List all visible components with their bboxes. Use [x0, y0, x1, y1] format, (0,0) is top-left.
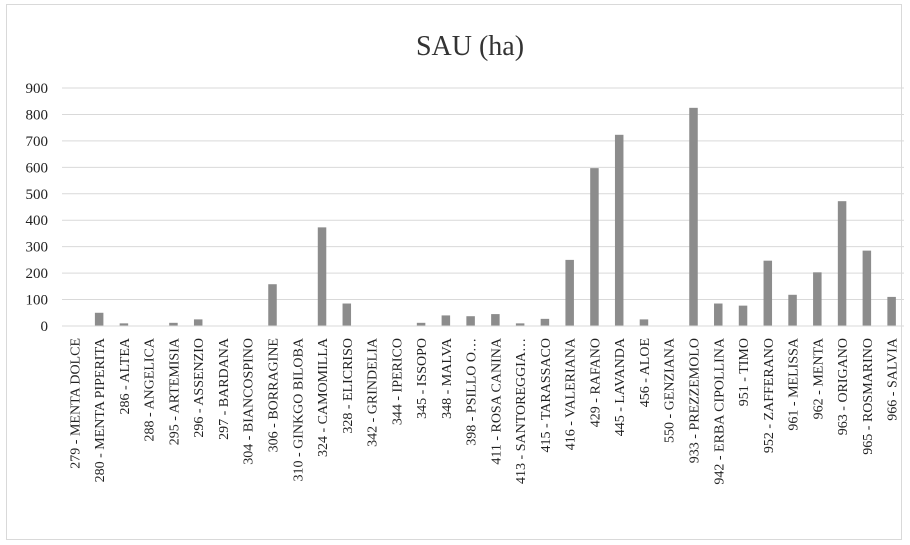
x-tick-label: 445 - LAVANDA — [613, 337, 628, 436]
y-tick-label: 100 — [26, 293, 49, 309]
x-tick-label: 280 - MENTA PIPERITA — [93, 337, 108, 482]
x-tick-label: 342 - GRINDELIA — [366, 337, 381, 447]
bar — [491, 314, 500, 326]
x-tick-label: 429 - RAFANO — [588, 338, 603, 427]
bar — [590, 168, 599, 326]
bar — [268, 284, 277, 326]
x-tick-label: 328 - ELICRISO — [341, 338, 356, 434]
y-tick-label: 500 — [26, 187, 49, 203]
y-axis-ticks: 0 100 200 300 400 500 600 700 800 900 — [26, 81, 49, 335]
bar — [837, 201, 847, 326]
y-tick-label: 300 — [26, 240, 49, 256]
x-tick-label: 966 - SALVIA — [886, 337, 901, 421]
bar — [689, 107, 698, 326]
chart-frame — [6, 4, 902, 540]
bar — [813, 272, 822, 326]
bar — [862, 250, 872, 326]
bar — [515, 323, 525, 326]
x-tick-label: 965 - ROSMARINO — [861, 338, 876, 455]
y-tick-label: 700 — [26, 134, 49, 150]
x-tick-label: 306 - BORRAGINE — [267, 338, 282, 452]
x-tick-label: 550 - GENZIANA — [663, 337, 678, 443]
y-tick-label: 900 — [26, 81, 49, 97]
bar — [193, 319, 203, 326]
y-tick-label: 200 — [26, 266, 49, 282]
x-tick-label: 933 - PREZZEMOLO — [688, 338, 703, 463]
bar — [119, 323, 129, 326]
x-tick-label: 295 - ARTEMISIA — [167, 337, 182, 445]
x-tick-label: 411 - ROSA CANINA — [489, 337, 504, 465]
bar — [317, 227, 327, 326]
bar — [738, 305, 748, 326]
bar — [342, 303, 352, 326]
bar — [714, 303, 723, 326]
x-tick-label: 304 - BIANCOSPINO — [242, 338, 257, 465]
x-tick-label: 456 - ALOE — [638, 338, 653, 407]
x-tick-label: 952 - ZAFFERANO — [762, 338, 777, 453]
x-tick-label: 398 - PSILLO O… — [465, 338, 480, 446]
bar — [169, 322, 178, 326]
x-tick-label: 288 - ANGELICA — [143, 337, 158, 441]
x-tick-label: 324 - CAMOMILLA — [316, 337, 331, 457]
bars — [94, 107, 896, 326]
bar — [788, 294, 797, 326]
bar — [416, 322, 426, 326]
x-tick-label: 279 - MENTA DOLCE — [68, 338, 83, 469]
x-tick-label: 348 - MALVA — [440, 337, 455, 419]
bar — [466, 316, 475, 326]
x-tick-label: 296 - ASSENZIO — [192, 338, 207, 438]
x-tick-label: 297 - BARDANA — [217, 337, 232, 440]
x-tick-label: 961 - MELISSA — [787, 337, 802, 430]
x-axis-ticks: 279 - MENTA DOLCE 280 - MENTA PIPERITA 286… — [68, 337, 900, 485]
x-tick-label: 963 - ORIGANO — [836, 338, 851, 435]
x-tick-label: 416 - VALERIANA — [564, 337, 579, 450]
x-tick-label: 286 - ALTEA — [118, 337, 133, 414]
y-tick-label: 800 — [26, 107, 49, 123]
bar — [540, 318, 550, 326]
y-tick-label: 0 — [41, 319, 49, 335]
gridlines — [62, 87, 904, 301]
x-tick-label: 413 - SANTOREGGIA… — [514, 338, 529, 484]
x-tick-label: 310 - GINKGO BILOBA — [291, 337, 306, 481]
y-tick-label: 400 — [26, 213, 49, 229]
x-tick-label: 344 - IPERICO — [390, 338, 405, 425]
bar — [441, 315, 451, 326]
x-tick-label: 951 - TIMO — [737, 338, 752, 406]
x-tick-label: 415 - TARASSACO — [539, 338, 554, 453]
x-tick-label: 345 - ISSOPO — [415, 338, 430, 419]
bar — [763, 260, 773, 326]
y-tick-label: 600 — [26, 160, 49, 176]
x-tick-label: 942 - ERBA CIPOLLINA — [712, 337, 727, 485]
bar — [614, 134, 624, 326]
chart-title: SAU (ha) — [416, 31, 524, 62]
bar — [887, 296, 896, 326]
bar — [639, 319, 649, 326]
bar — [565, 259, 574, 326]
bar — [94, 312, 104, 326]
x-tick-label: 962 - MENTA — [811, 337, 826, 419]
